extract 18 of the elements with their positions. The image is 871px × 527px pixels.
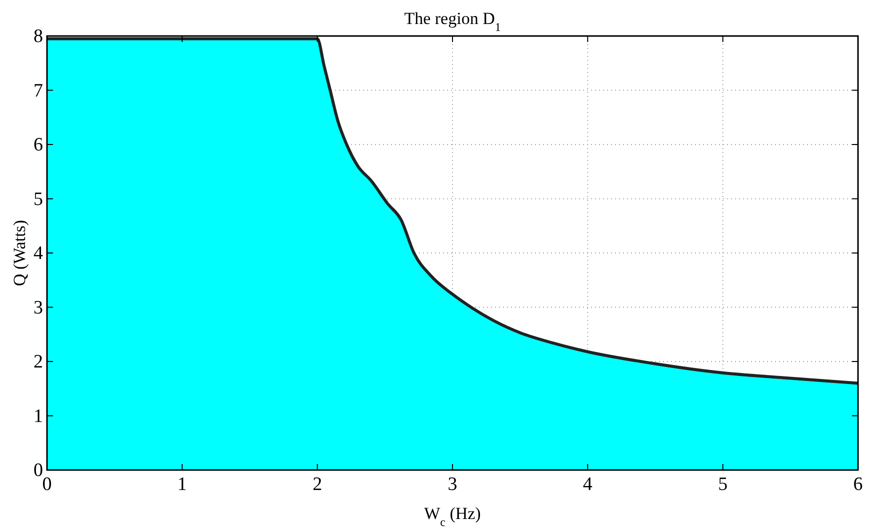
- y-tick-label: 3: [34, 297, 43, 318]
- x-tick-label: 5: [718, 474, 728, 495]
- x-tick-label: 2: [312, 474, 322, 495]
- chart-title: The region D$_{1}$: [404, 9, 501, 34]
- y-tick-label: 2: [34, 352, 43, 372]
- x-tick-label: 3: [448, 474, 458, 495]
- y-tick-label: 4: [34, 243, 44, 264]
- x-tick-label: 6: [853, 474, 863, 495]
- x-tick-label: 1: [177, 474, 187, 495]
- x-axis-title: W$_{c}$ (Hz): [424, 504, 481, 527]
- y-tick-label: 0: [34, 460, 43, 481]
- y-tick-label: 7: [34, 80, 43, 102]
- y-tick-label: 8: [34, 26, 43, 47]
- x-tick-label: 4: [582, 474, 593, 495]
- y-axis-title: Q (Watts): [10, 220, 29, 286]
- y-tick-label: 6: [34, 134, 43, 156]
- y-tick-label: 1: [34, 406, 43, 427]
- y-tick-label: 5: [34, 188, 43, 210]
